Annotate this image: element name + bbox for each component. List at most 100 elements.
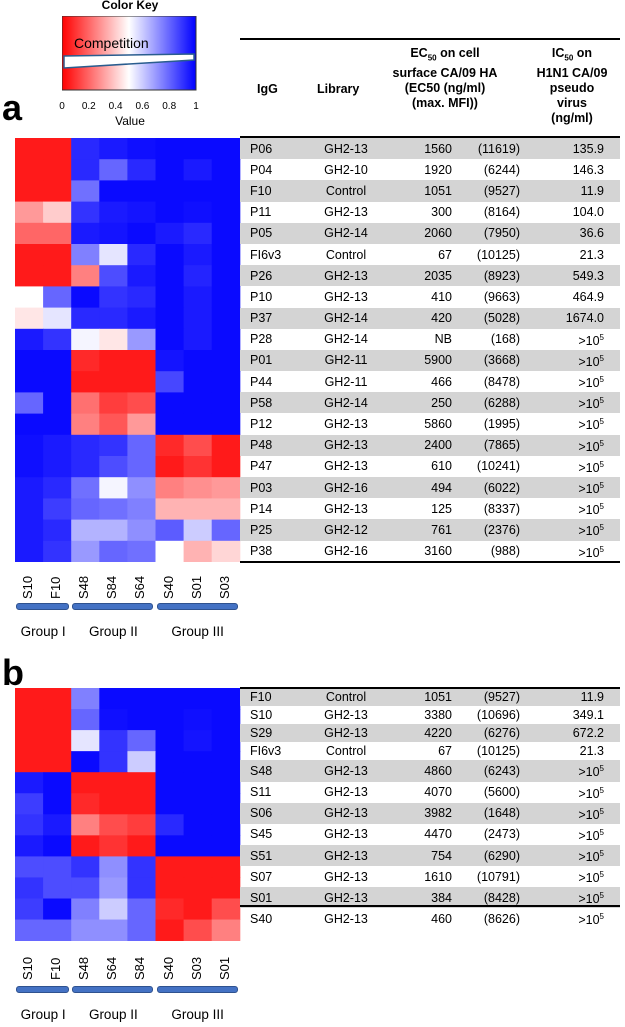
heatmap-cell: [99, 898, 128, 921]
library-cell: GH2-13: [302, 265, 390, 287]
heatmap-cell: [15, 688, 44, 710]
library-cell: GH2-13: [302, 760, 390, 782]
igg-cell: FI6v3: [250, 247, 282, 262]
igg-cell: P48: [240, 434, 302, 456]
heatmap-cell: [211, 413, 241, 436]
library-cell: GH2-13: [324, 501, 368, 516]
color-key-title: Color Key: [101, 0, 159, 12]
header-top-rule: [240, 38, 620, 40]
heatmap-cell: [99, 244, 128, 266]
ic50-cell: 104.0: [572, 205, 604, 220]
table-row: S07 GH2-13 1610 (10791) >105: [240, 866, 620, 887]
heatmap-cell: [127, 222, 156, 245]
heatmap-cell: [183, 856, 213, 878]
heatmap-cell: [183, 919, 213, 941]
library-cell: GH2-13: [324, 869, 368, 884]
heatmap-cell: [43, 286, 72, 309]
ec50-cell: 610: [431, 459, 452, 474]
library-cell: GH2-16: [324, 544, 368, 559]
table-row: P38 GH2-16 3160 (988) >105: [240, 541, 620, 562]
heatmap-cell: [71, 350, 100, 372]
heatmap-cell: [211, 138, 241, 160]
heatmap-cell: [155, 498, 185, 521]
ec50-cell: 1610: [424, 869, 452, 884]
heatmap-cell: [183, 392, 213, 415]
heatmap-cell: [183, 286, 213, 309]
library-cell: GH2-10: [324, 162, 368, 177]
heatmap-cell: [155, 877, 185, 899]
library-cell: GH2-13: [324, 708, 368, 723]
mfi-cell: (6243): [458, 760, 528, 782]
igg-cell: P14: [250, 501, 273, 516]
mfi-cell: (7950): [458, 222, 528, 244]
heatmap-cell: [43, 456, 72, 478]
library-cell: GH2-13: [302, 845, 390, 867]
table-row: S01 GH2-13 384 (8428) >105: [240, 887, 620, 909]
heatmap-cell: [15, 519, 44, 542]
column-label: S48: [76, 575, 92, 599]
library-cell: GH2-14: [302, 392, 390, 414]
heatmap-cell: [183, 159, 213, 181]
heatmap-cell: [15, 180, 44, 203]
heatmap-cell: [211, 201, 241, 224]
table-row: F10 Control 1051 (9527) 11.9: [240, 688, 620, 707]
ic50-cell: 11.9: [528, 180, 620, 202]
heatmap-cell: [183, 350, 213, 372]
heatmap-cell: [99, 201, 128, 224]
igg-cell: P10: [250, 289, 273, 304]
heatmap-cell: [155, 350, 185, 372]
heatmap-cell: [43, 222, 72, 245]
heatmap-cell: [43, 434, 72, 457]
ic50-cell: >105: [578, 785, 604, 801]
heatmap-cell: [15, 265, 44, 287]
heatmap-cell: [155, 919, 185, 941]
mfi-cell: (1995): [483, 417, 520, 432]
ec50-cell: 761: [390, 519, 458, 541]
ic50-cell: 349.1: [572, 708, 604, 723]
library-cell: GH2-13: [324, 912, 368, 927]
mfi-cell: (6290): [458, 845, 528, 867]
ec50-cell: 4860: [390, 760, 458, 782]
heatmap-cell: [155, 328, 185, 351]
color-key-gradient: [62, 16, 197, 91]
igg-cell: S29: [240, 724, 302, 743]
heatmap-cell: [43, 835, 72, 857]
mfi-cell: (10241): [476, 459, 520, 474]
igg-cell: S40: [250, 912, 273, 927]
mfi-cell: (988): [490, 544, 520, 559]
igg-cell: S48: [240, 760, 302, 782]
igg-cell: P06: [240, 138, 302, 160]
heatmap-cell: [183, 413, 213, 436]
table-row: P12 GH2-13 5860 (1995) >105: [240, 413, 620, 434]
ic50-cell: 146.3: [572, 162, 604, 177]
ec50-cell: 460: [431, 912, 452, 927]
column-label: S48: [76, 956, 92, 980]
heatmap-cell: [155, 371, 185, 393]
ec50-cell: 3982: [390, 802, 458, 824]
heatmap-cell: [99, 434, 128, 457]
ec50-cell: 5900: [390, 349, 458, 372]
heatmap-cell: [71, 898, 100, 921]
igg-cell: S01: [240, 887, 302, 909]
heatmap-cell: [183, 244, 213, 266]
data-table-panel-b: F10 Control 1051 (9527) 11.9 S10 GH2-13 3380 (10…: [240, 688, 620, 930]
heatmap-cell: [43, 793, 72, 815]
heatmap-cell: [15, 498, 44, 521]
library-cell: Control: [325, 744, 367, 759]
heatmap-cell: [43, 709, 72, 731]
ec50-cell: 1051: [390, 688, 458, 707]
ic50-cell: >105: [578, 912, 604, 928]
heatmap-cell: [15, 138, 44, 160]
heatmap-cell: [211, 898, 241, 921]
heatmap-cell: [15, 919, 44, 941]
heatmap-cell: [211, 392, 241, 415]
library-cell: GH2-13: [324, 289, 368, 304]
mfi-cell: (8428): [458, 887, 528, 909]
heatmap-cell: [71, 456, 100, 478]
heatmap-cell: [183, 877, 213, 899]
column-label: S64: [104, 956, 120, 980]
table-row: P04 GH2-10 1920 (6244) 146.3: [240, 159, 620, 180]
heatmap-cell: [99, 688, 128, 710]
ic50-cell: >105: [528, 349, 620, 372]
table-row: S48 GH2-13 4860 (6243) >105: [240, 760, 620, 782]
